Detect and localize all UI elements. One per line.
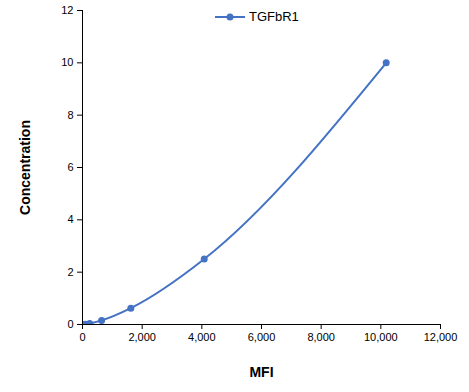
svg-text:8,000: 8,000 bbox=[307, 331, 335, 343]
svg-text:Concentration: Concentration bbox=[17, 120, 33, 215]
svg-text:4,000: 4,000 bbox=[188, 331, 216, 343]
html-text:TGFbR1: TGFbR1 bbox=[249, 9, 299, 24]
svg-text:2,000: 2,000 bbox=[128, 331, 156, 343]
svg-text:6: 6 bbox=[67, 161, 73, 173]
svg-text:10,000: 10,000 bbox=[364, 331, 398, 343]
svg-text:MFI: MFI bbox=[249, 364, 273, 380]
svg-text:0: 0 bbox=[67, 318, 73, 330]
svg-text:12: 12 bbox=[61, 4, 73, 16]
svg-text:4: 4 bbox=[67, 213, 73, 225]
svg-text:12,000: 12,000 bbox=[424, 331, 458, 343]
svg-text:8: 8 bbox=[67, 109, 73, 121]
svg-text:6,000: 6,000 bbox=[248, 331, 276, 343]
svg-text:0: 0 bbox=[79, 331, 85, 343]
svg-text:2: 2 bbox=[67, 266, 73, 278]
svg-text:10: 10 bbox=[61, 56, 73, 68]
